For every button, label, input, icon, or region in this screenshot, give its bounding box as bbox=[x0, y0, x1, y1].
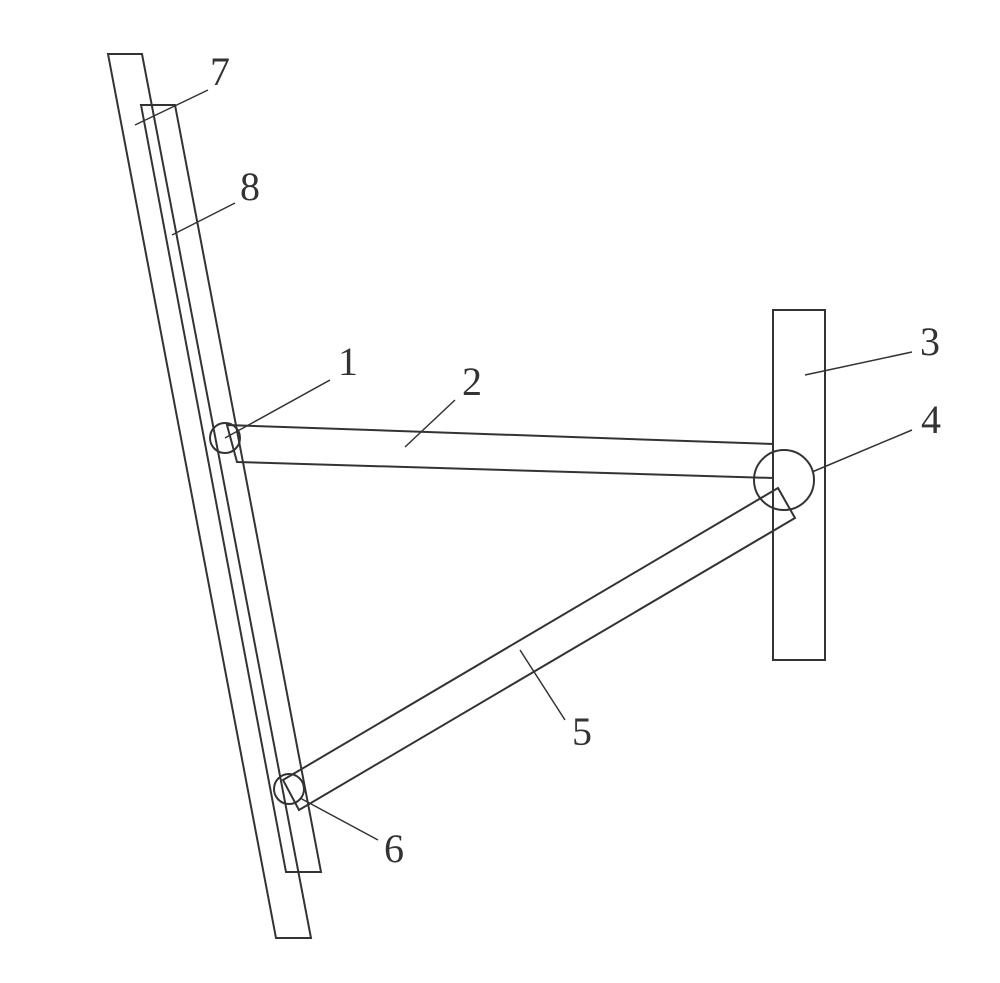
label-2: 2 bbox=[462, 359, 482, 404]
part-column-3 bbox=[773, 310, 825, 660]
part-pin-4 bbox=[754, 450, 814, 510]
leader-7 bbox=[135, 90, 208, 125]
label-3: 3 bbox=[920, 319, 940, 364]
part-pin-6 bbox=[274, 774, 304, 804]
label-1: 1 bbox=[338, 339, 358, 384]
part-plate-7 bbox=[108, 54, 311, 938]
leader-2 bbox=[405, 400, 455, 447]
part-bar-5 bbox=[283, 488, 795, 810]
engineering-diagram: 1 2 3 4 5 6 7 8 bbox=[0, 0, 1000, 983]
label-5: 5 bbox=[572, 709, 592, 754]
part-plate-8 bbox=[141, 105, 321, 872]
label-7: 7 bbox=[210, 49, 230, 94]
leader-4 bbox=[812, 430, 912, 472]
part-bar-2 bbox=[227, 425, 773, 478]
label-8: 8 bbox=[240, 164, 260, 209]
label-4: 4 bbox=[921, 397, 941, 442]
labels: 1 2 3 4 5 6 7 8 bbox=[210, 49, 941, 871]
label-6: 6 bbox=[384, 826, 404, 871]
leader-1 bbox=[225, 380, 330, 438]
leader-5 bbox=[520, 650, 565, 720]
leader-3 bbox=[805, 352, 912, 375]
leader-8 bbox=[172, 203, 235, 235]
